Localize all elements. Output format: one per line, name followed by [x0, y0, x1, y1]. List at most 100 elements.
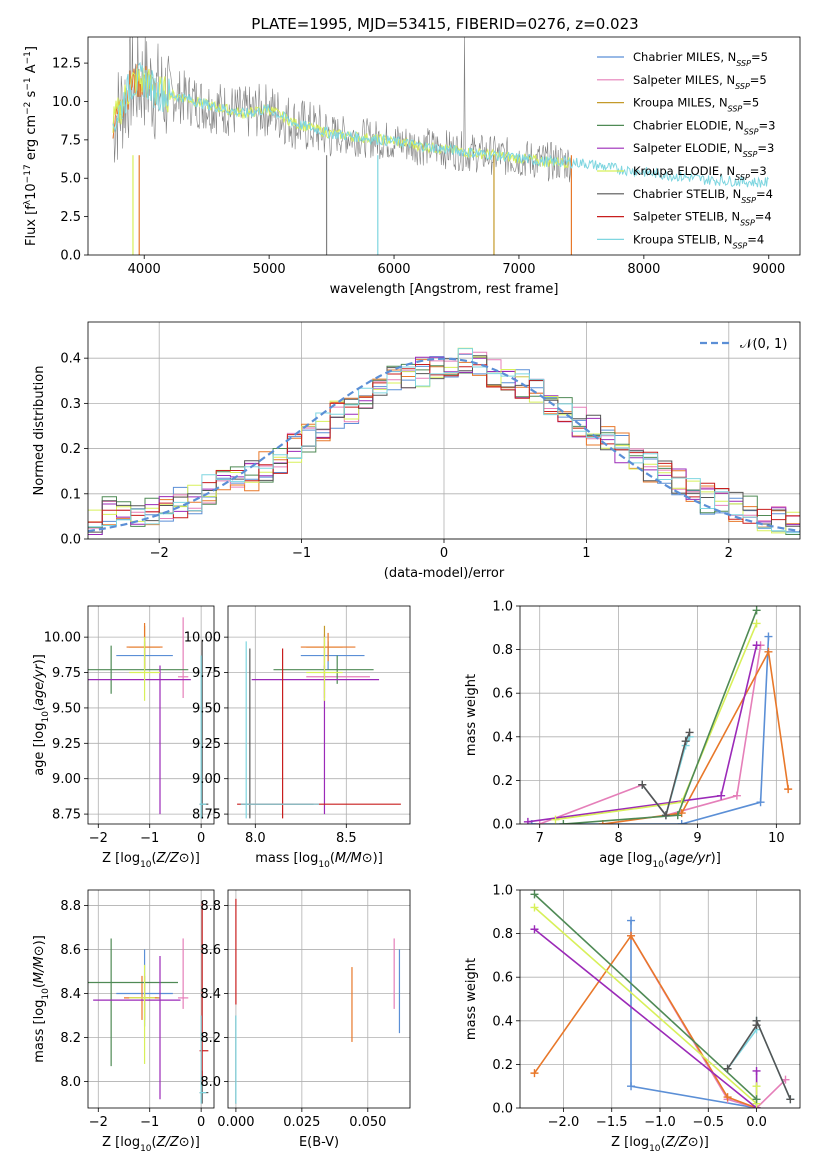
- y-tick-label: 0.8: [492, 927, 513, 942]
- x-tick-label: 8.5: [336, 831, 357, 846]
- label-part: 10: [652, 860, 664, 870]
- y-tick-label: 8.75: [52, 808, 81, 823]
- axes-frame: [519, 889, 801, 1109]
- y-tick-label: 8.6: [200, 943, 221, 958]
- y-tick-label: 0.0: [60, 533, 81, 548]
- y-tick-label: 8.75: [192, 808, 221, 823]
- errorbar-salpeter-miles: [306, 634, 370, 699]
- y-axis-label: Normed distribution: [32, 366, 47, 496]
- label-part: 10: [41, 711, 51, 723]
- y-tick-label: 0.2: [492, 1058, 513, 1073]
- y-tick-label: 12.5: [52, 57, 81, 72]
- y-axis-label: mass [log10(M/M⊙)]: [32, 935, 51, 1063]
- errorbar-salpeter-miles: [178, 617, 189, 699]
- label-part: mass [log: [32, 1000, 47, 1063]
- legend-label: Kroupa STELIB, NSSP=4: [633, 232, 764, 250]
- x-tick-label: 5000: [253, 262, 286, 277]
- weight-line-chabrier-stelib: [723, 1016, 795, 1104]
- weight-marker: [723, 1093, 732, 1102]
- weight-marker: [627, 931, 636, 940]
- weight-marker: [559, 820, 568, 824]
- weight-line-salpeter-elodie: [530, 925, 761, 1108]
- x-tick-label: −0.5: [692, 1115, 724, 1130]
- x-tick-label: −1: [140, 1115, 159, 1130]
- y-tick-label: 10.00: [184, 631, 221, 646]
- y-tick-label: 9.00: [192, 772, 221, 787]
- legend-sub: SSP: [728, 104, 743, 113]
- weight-marker: [752, 619, 761, 628]
- label-part: (: [661, 1135, 666, 1150]
- x-tick-label: −1.0: [644, 1115, 676, 1130]
- weight-marker: [530, 890, 539, 899]
- weight-line: [533, 934, 757, 1108]
- axes-residuals: −2 −1 0 1 2 0.0 0.1 0.2 0.3 0.4 (data-model)/error…: [32, 321, 801, 581]
- y-tick-label: 0.3: [60, 397, 81, 412]
- weight-line-chabrier-elodie: [530, 890, 761, 1104]
- weight-line: [726, 1020, 792, 1100]
- y-tick-label: 8.0: [60, 1075, 81, 1090]
- x-tick-label: −2: [89, 831, 108, 846]
- label-part: age [log: [599, 851, 652, 866]
- legend-series-name: Chabrier MILES, N: [633, 50, 736, 64]
- weight-line-orange: [530, 931, 761, 1108]
- weight-line: [539, 645, 762, 824]
- axes-age-vs-mass: 8.0 8.5 8.75 9.00 9.25 9.50 9.75 10.00 mass [log…: [184, 605, 411, 870]
- y-tick-label: 9.75: [192, 666, 221, 681]
- y-tick-label: 0.2: [60, 442, 81, 457]
- label-part: −1: [23, 51, 33, 64]
- x-tick-label: −1.5: [596, 1115, 628, 1130]
- axes-frame: [227, 889, 411, 1109]
- errorbar-kroupa-stelib: [240, 641, 319, 819]
- y-tick-label: 9.00: [52, 772, 81, 787]
- weight-line: [533, 893, 758, 1100]
- errorbar-salpeter-elodie: [93, 956, 181, 1100]
- legend-label: Salpeter MILES, NSSP=5: [633, 73, 767, 91]
- label-part: )]: [711, 851, 721, 866]
- axes-frame: [227, 605, 411, 825]
- weight-marker: [752, 1016, 761, 1025]
- label-part: age [log: [32, 723, 47, 776]
- weight-line-chabrier-stelib: [638, 728, 694, 820]
- label-part: Z [log: [102, 1135, 140, 1150]
- x-tick-label: 8: [614, 831, 622, 846]
- weight-marker: [756, 798, 765, 807]
- label-part: 10: [24, 183, 39, 200]
- weight-marker: [764, 647, 773, 656]
- x-tick-label: −1: [140, 831, 159, 846]
- legend-series-name: Kroupa MILES, N: [633, 96, 728, 110]
- y-tick-label: 10.00: [44, 631, 81, 646]
- legend-nssp: =3: [757, 141, 774, 155]
- x-axis-label: (data-model)/error: [384, 566, 505, 581]
- y-tick-label: 0.4: [60, 352, 81, 367]
- y-tick-label: 1.0: [492, 600, 513, 615]
- errorbar-salpeter-stelib: [237, 648, 401, 819]
- label-part: Z [log: [102, 851, 140, 866]
- weight-marker: [752, 1066, 761, 1075]
- weight-marker: [530, 903, 539, 912]
- x-axis-label: Z [log10(Z/Z⊙)]: [611, 1135, 709, 1154]
- legend-label: Salpeter STELIB, NSSP=4: [633, 210, 772, 228]
- label-part: λ: [23, 199, 33, 205]
- legend: 𝒩(0, 1): [700, 337, 787, 352]
- label-part: mass [log: [255, 851, 318, 866]
- x-tick-label: 0: [197, 1115, 205, 1130]
- plot-area: [235, 898, 401, 1104]
- y-tick-label: 0.4: [492, 730, 513, 745]
- x-tick-label: 0: [440, 546, 448, 561]
- weight-line: [563, 610, 758, 824]
- legend-nssp: =3: [750, 164, 767, 178]
- legend-series-name: Salpeter STELIB, N: [633, 210, 740, 224]
- weight-marker: [627, 1082, 636, 1091]
- legend-series-name: Salpeter MILES, N: [633, 73, 735, 87]
- y-tick-label: 0.6: [492, 687, 513, 702]
- axes-weight-vs-Z: −2.0 −1.5 −1.0 −0.5 0.0 0.0 0.2 0.4 0.6 0.8 1.0 Z […: [464, 884, 801, 1154]
- x-axis-label: E(B-V): [299, 1135, 339, 1150]
- y-tick-label: 9.75: [52, 666, 81, 681]
- x-axis-label: Z [log10(Z/Z⊙)]: [102, 1135, 200, 1154]
- plot-area: [530, 890, 795, 1108]
- label-part: )]: [699, 1135, 709, 1150]
- x-axis-label: age [log10(age/yr)]: [599, 851, 721, 870]
- legend-nssp: =5: [751, 50, 768, 64]
- label-part: )]: [373, 851, 383, 866]
